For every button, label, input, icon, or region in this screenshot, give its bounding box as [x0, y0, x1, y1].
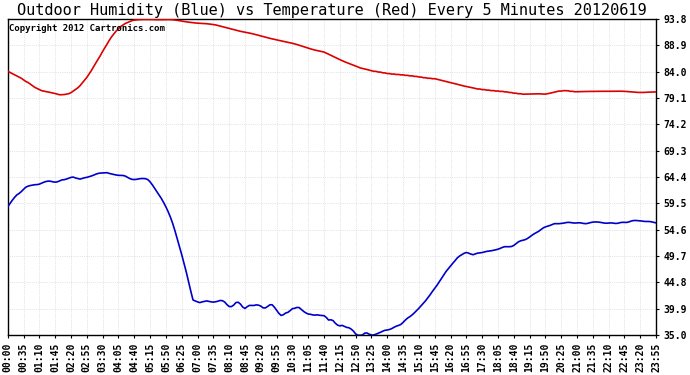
- Text: Copyright 2012 Cartronics.com: Copyright 2012 Cartronics.com: [9, 24, 165, 33]
- Title: Outdoor Humidity (Blue) vs Temperature (Red) Every 5 Minutes 20120619: Outdoor Humidity (Blue) vs Temperature (…: [17, 3, 647, 18]
